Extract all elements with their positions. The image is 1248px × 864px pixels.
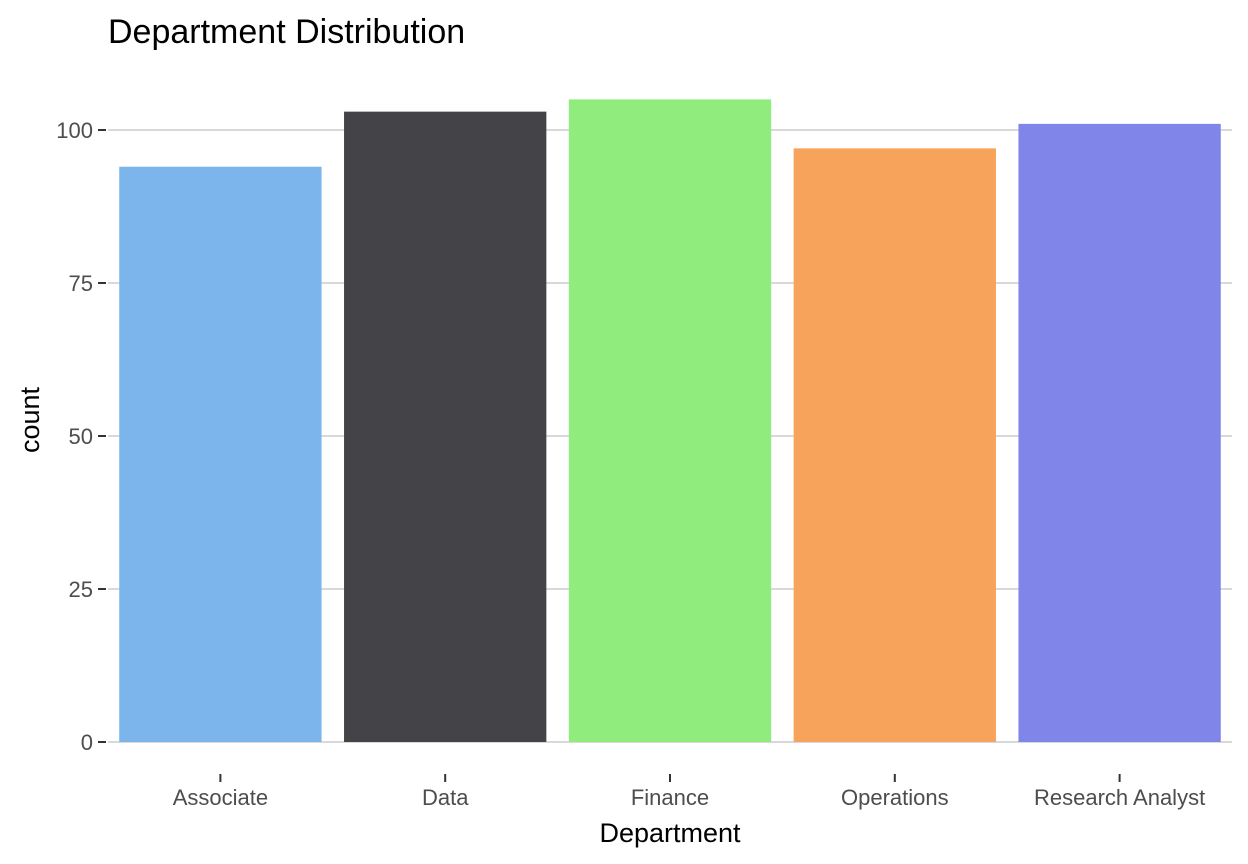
y-axis: 0 25 50 75 100 [56, 118, 106, 755]
y-tick-label: 50 [69, 424, 93, 449]
x-axis: Associate Data Finance Operations Research A… [173, 774, 1205, 810]
bars [119, 99, 1221, 743]
bar [1018, 123, 1221, 742]
y-tick-label: 100 [56, 118, 93, 143]
bar [568, 99, 772, 742]
x-tick-label: Research Analyst [1034, 785, 1205, 810]
x-axis-title: Department [599, 818, 741, 848]
y-axis-title: count [15, 386, 45, 453]
x-tick-label: Associate [173, 785, 268, 810]
y-tick-label: 75 [69, 271, 93, 296]
bar [344, 111, 547, 742]
bar [119, 166, 322, 743]
x-tick-label: Data [422, 785, 469, 810]
y-tick-label: 0 [81, 730, 93, 755]
x-tick-label: Operations [841, 785, 949, 810]
x-tick-label: Finance [631, 785, 709, 810]
chart-title: Department Distribution [108, 13, 465, 51]
bar [793, 148, 996, 743]
y-tick-label: 25 [69, 577, 93, 602]
